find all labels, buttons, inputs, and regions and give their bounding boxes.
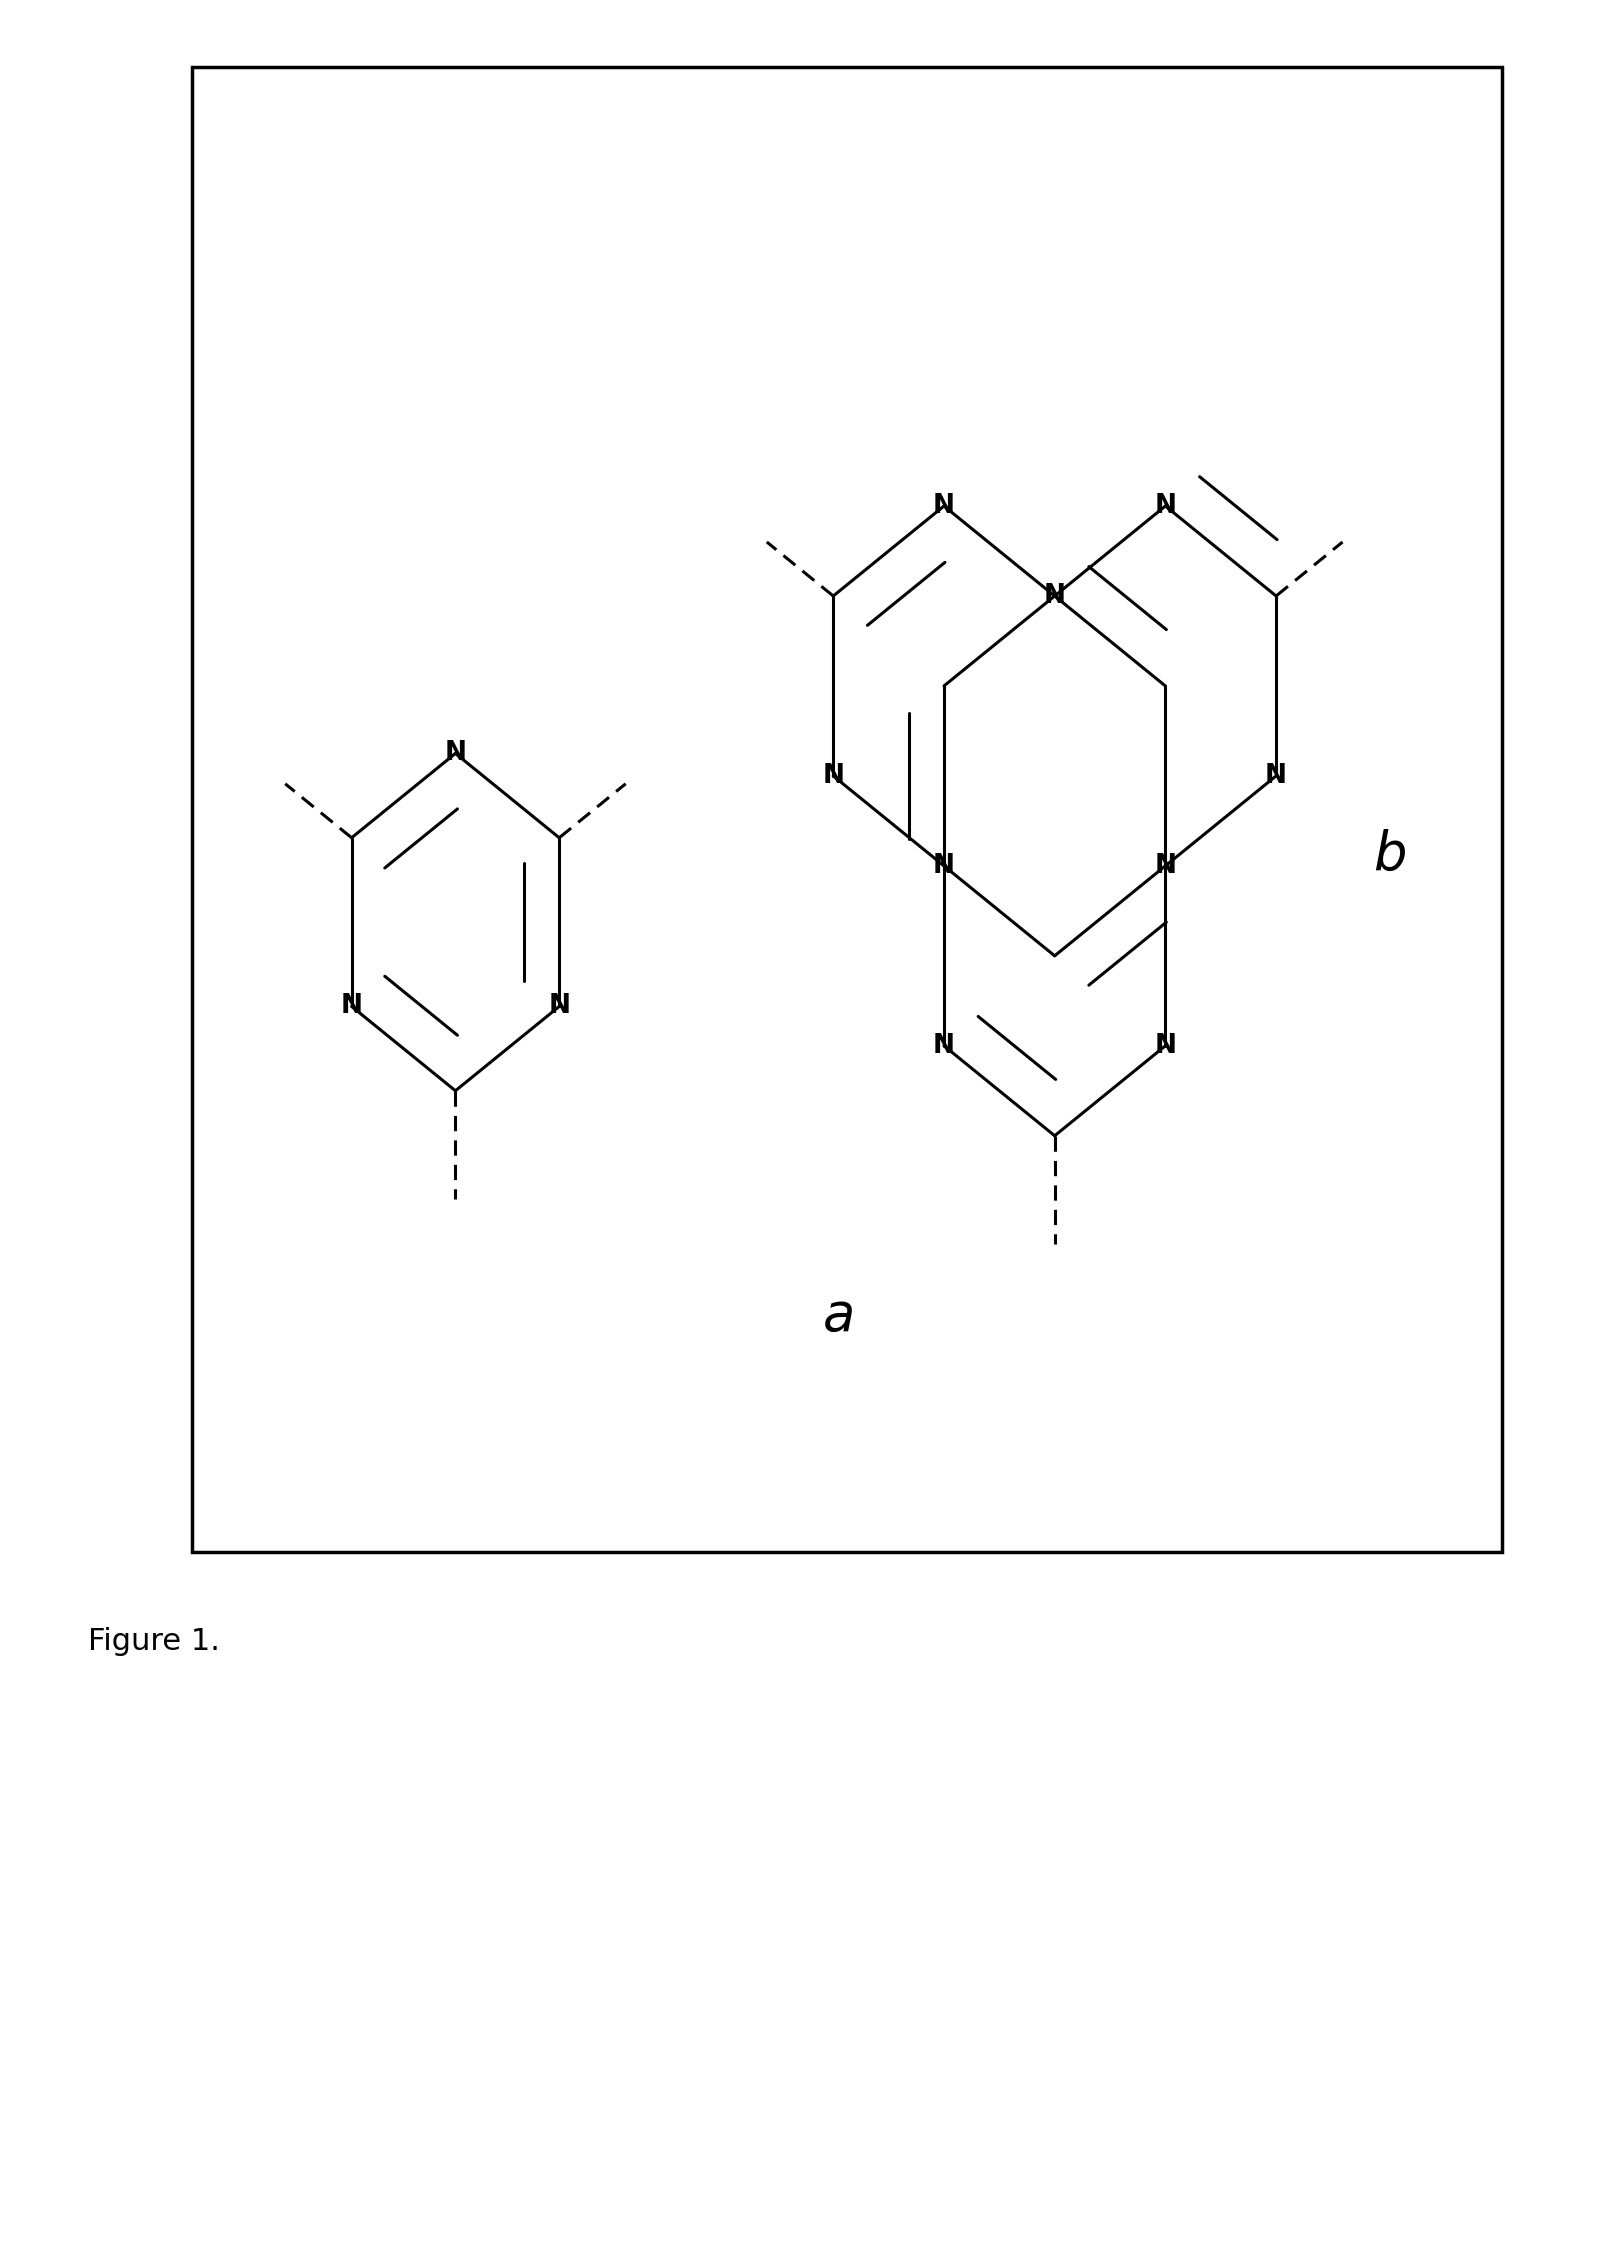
FancyBboxPatch shape [192, 67, 1502, 1552]
Text: N: N [1154, 852, 1176, 879]
Text: Figure 1.: Figure 1. [88, 1628, 221, 1655]
Text: N: N [444, 740, 467, 767]
Text: N: N [1154, 493, 1176, 520]
Text: N: N [933, 1032, 956, 1059]
Text: N: N [933, 852, 956, 879]
Text: a: a [823, 1289, 855, 1343]
Text: N: N [1266, 762, 1286, 789]
Text: N: N [823, 762, 844, 789]
Text: N: N [340, 994, 363, 1019]
Text: N: N [1043, 582, 1066, 609]
Text: N: N [1154, 1032, 1176, 1059]
Text: b: b [1374, 828, 1406, 882]
Text: N: N [933, 493, 956, 520]
Text: N: N [548, 994, 570, 1019]
